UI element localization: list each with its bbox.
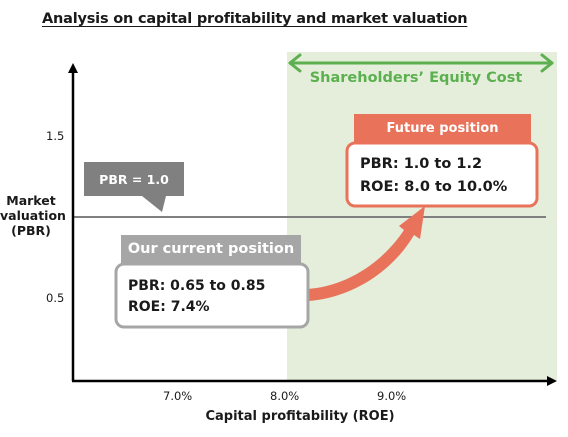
x-tick-label: 8.0%: [270, 389, 300, 403]
x-axis-label: Capital profitability (ROE): [205, 409, 395, 424]
pbr-callout-bubble: [84, 162, 184, 212]
current-position-header-bg: [121, 235, 301, 265]
y-tick-label: 1.5: [46, 129, 65, 143]
equity-cost-arrow: [288, 53, 554, 73]
y-axis-label-line: Market: [6, 193, 56, 208]
pbr-reference-label: PBR = 1.0: [99, 172, 169, 187]
y-tick-label: 0.5: [46, 291, 65, 305]
current-position-box: [114, 262, 310, 329]
future-position-header-bg: [354, 114, 531, 144]
diagram-title: Analysis on capital profitability and ma…: [42, 11, 468, 27]
future-roe-text: ROE: 8.0 to 10.0%: [360, 179, 508, 195]
y-axis-label: Market valuation (PBR): [0, 193, 66, 238]
future-position-header: Future position: [386, 121, 499, 136]
future-pbr-text: PBR: 1.0 to 1.2: [360, 156, 483, 172]
x-tick-label: 7.0%: [163, 389, 193, 403]
x-tick-label: 9.0%: [377, 389, 407, 403]
future-position-box: [345, 141, 539, 208]
y-axis-label-line: (PBR): [11, 223, 51, 238]
current-position-header: Our current position: [127, 241, 295, 257]
current-pbr-text: PBR: 0.65 to 0.85: [128, 278, 266, 294]
current-roe-text: ROE: 7.4%: [128, 299, 210, 315]
equity-cost-label: Shareholders’ Equity Cost: [309, 70, 523, 86]
trend-arrow: [306, 206, 425, 301]
y-axis-label-line: valuation: [0, 208, 66, 223]
